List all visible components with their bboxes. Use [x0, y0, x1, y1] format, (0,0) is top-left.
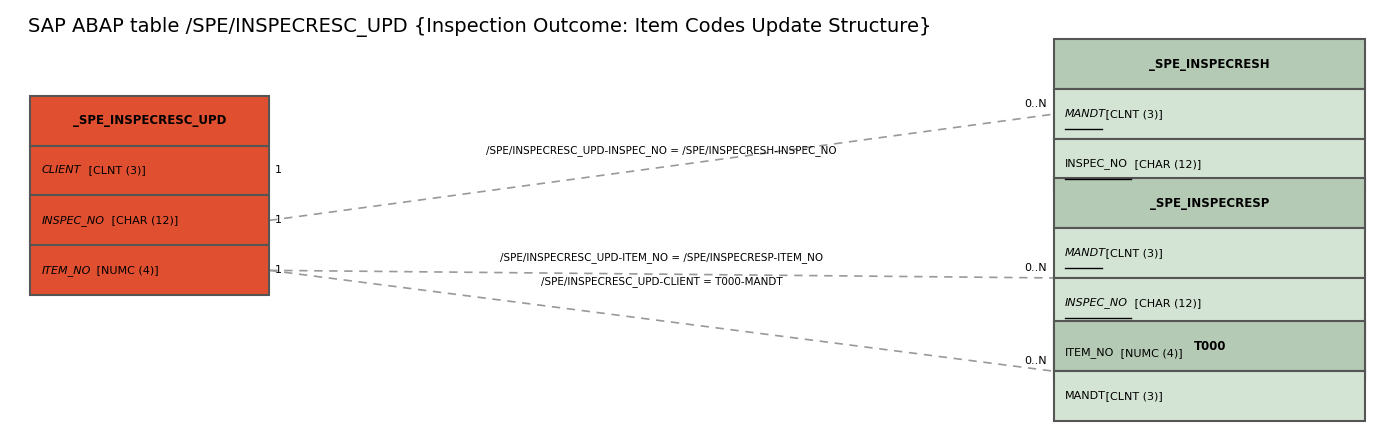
Text: MANDT: MANDT — [1066, 391, 1106, 401]
FancyBboxPatch shape — [31, 145, 269, 195]
Text: ITEM_NO: ITEM_NO — [1066, 347, 1114, 358]
Text: [CLNT (3)]: [CLNT (3)] — [85, 166, 146, 175]
FancyBboxPatch shape — [1055, 328, 1365, 378]
FancyBboxPatch shape — [1055, 228, 1365, 278]
Text: T000: T000 — [1194, 340, 1226, 353]
Text: 0..N: 0..N — [1025, 263, 1048, 273]
FancyBboxPatch shape — [1055, 89, 1365, 139]
Text: [CHAR (12)]: [CHAR (12)] — [107, 215, 178, 225]
Text: INSPEC_NO: INSPEC_NO — [1066, 297, 1128, 308]
Text: [NUMC (4)]: [NUMC (4)] — [93, 265, 159, 276]
Text: MANDT: MANDT — [1066, 109, 1106, 119]
Text: [CHAR (12)]: [CHAR (12)] — [1131, 298, 1202, 308]
Text: [CLNT (3)]: [CLNT (3)] — [1102, 391, 1163, 401]
Text: [CLNT (3)]: [CLNT (3)] — [1102, 248, 1163, 258]
Text: CLIENT: CLIENT — [42, 166, 81, 175]
FancyBboxPatch shape — [1055, 321, 1365, 371]
Text: [CLNT (3)]: [CLNT (3)] — [1102, 109, 1163, 119]
FancyBboxPatch shape — [31, 195, 269, 245]
Text: INSPEC_NO: INSPEC_NO — [1066, 159, 1128, 169]
Text: INSPEC_NO: INSPEC_NO — [42, 215, 104, 226]
Text: 0..N: 0..N — [1025, 99, 1048, 109]
Text: 1: 1 — [274, 265, 281, 276]
FancyBboxPatch shape — [1055, 39, 1365, 89]
FancyBboxPatch shape — [1055, 371, 1365, 421]
Text: /SPE/INSPECRESC_UPD-INSPEC_NO = /SPE/INSPECRESH-INSPEC_NO: /SPE/INSPECRESC_UPD-INSPEC_NO = /SPE/INS… — [486, 145, 837, 156]
Text: /SPE/INSPECRESC_UPD-ITEM_NO = /SPE/INSPECRESP-ITEM_NO: /SPE/INSPECRESC_UPD-ITEM_NO = /SPE/INSPE… — [500, 253, 823, 263]
Text: 1: 1 — [274, 166, 281, 175]
FancyBboxPatch shape — [31, 96, 269, 145]
Text: /SPE/INSPECRESC_UPD-CLIENT = T000-MANDT: /SPE/INSPECRESC_UPD-CLIENT = T000-MANDT — [540, 276, 783, 287]
Text: SAP ABAP table /SPE/INSPECRESC_UPD {Inspection Outcome: Item Codes Update Struct: SAP ABAP table /SPE/INSPECRESC_UPD {Insp… — [28, 17, 931, 38]
Text: 1: 1 — [274, 215, 281, 225]
FancyBboxPatch shape — [1055, 139, 1365, 189]
Text: [CHAR (12)]: [CHAR (12)] — [1131, 159, 1202, 169]
Text: [NUMC (4)]: [NUMC (4)] — [1117, 348, 1183, 358]
Text: MANDT: MANDT — [1066, 248, 1106, 258]
FancyBboxPatch shape — [31, 245, 269, 295]
Text: _SPE_INSPECRESP: _SPE_INSPECRESP — [1151, 197, 1269, 210]
FancyBboxPatch shape — [1055, 278, 1365, 328]
Text: 0..N: 0..N — [1025, 356, 1048, 366]
FancyBboxPatch shape — [1055, 178, 1365, 228]
Text: ITEM_NO: ITEM_NO — [42, 265, 91, 276]
Text: _SPE_INSPECRESH: _SPE_INSPECRESH — [1149, 58, 1270, 70]
Text: _SPE_INSPECRESC_UPD: _SPE_INSPECRESC_UPD — [72, 114, 227, 127]
